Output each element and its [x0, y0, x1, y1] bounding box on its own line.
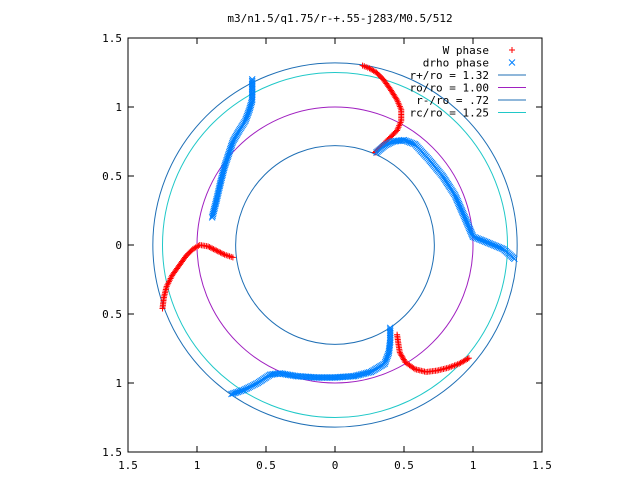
- drho-phase-point: [320, 374, 328, 381]
- x-tick-label: 0: [332, 459, 339, 472]
- w-phase-point: [210, 246, 217, 253]
- drho-phase-point: [321, 374, 329, 381]
- chart-title: m3/n1.5/q1.75/r-+.55-j283/M0.5/512: [227, 12, 452, 25]
- legend-entry-label: r+/ro = 1.32: [410, 69, 489, 82]
- x-tick-label: 1: [470, 459, 477, 472]
- w-phase-point: [457, 359, 464, 366]
- drho-phase-point: [248, 77, 256, 85]
- drho-phase-point: [248, 79, 256, 86]
- drho-phase-point: [248, 85, 256, 93]
- drho-phase-point: [328, 374, 336, 381]
- drho-phase-point: [248, 83, 256, 91]
- w-phase-point: [213, 247, 220, 254]
- drho-phase-point: [386, 324, 394, 332]
- drho-phase-point: [209, 212, 216, 220]
- w-phase-point: [209, 245, 216, 252]
- w-phase-point: [218, 250, 225, 257]
- w-phase-point: [217, 249, 224, 256]
- drho-phase-point: [315, 374, 323, 381]
- drho-phase-point: [248, 87, 256, 94]
- w-phase-point: [229, 254, 236, 261]
- drho-phase-point: [313, 374, 321, 381]
- drho-phase-point: [317, 374, 324, 381]
- legend-entry-label: drho phase: [423, 57, 489, 70]
- x-tick-label: 0.5: [256, 459, 276, 472]
- y-tick-label: 1: [115, 377, 122, 390]
- w-phase-point: [394, 331, 401, 338]
- w-phase-point: [216, 248, 223, 255]
- w-phase-point: [220, 250, 227, 257]
- drho-phase-point: [248, 91, 256, 99]
- circle-series: [152, 62, 518, 428]
- drho-phase-point: [248, 90, 256, 98]
- legend-entry-label: W phase: [443, 44, 489, 57]
- w-phase-point: [214, 248, 221, 255]
- y-tick-label: 0.5: [102, 170, 122, 183]
- drho-phase-point: [325, 374, 332, 381]
- legend-swatch: [509, 47, 515, 53]
- y-tick-label: 1: [115, 101, 122, 114]
- drho-phase-point: [248, 76, 256, 83]
- legend-entry-label: r-/ro = .72: [416, 94, 489, 107]
- y-tick-label: 0: [115, 239, 122, 252]
- y-tick-label: 0.5: [102, 308, 122, 321]
- drho-phase-point: [326, 374, 334, 381]
- x-tick-label: 1.5: [532, 459, 552, 472]
- circle-series: [235, 145, 435, 345]
- drho-phase-point: [312, 374, 320, 381]
- drho-phase-point: [511, 255, 518, 263]
- x-tick-label: 1.5: [118, 459, 138, 472]
- drho-phase-point: [248, 88, 256, 96]
- w-phase-point: [206, 244, 213, 251]
- drho-phase-point: [323, 374, 331, 381]
- y-tick-label: 1.5: [102, 32, 122, 45]
- circle-series: [196, 106, 474, 384]
- drho-phase-point: [318, 374, 326, 381]
- y-tick-label: 1.5: [102, 446, 122, 459]
- w-phase-point: [207, 244, 214, 251]
- x-tick-label: 0.5: [394, 459, 414, 472]
- drho-phase-point: [248, 82, 256, 90]
- x-tick-label: 1: [194, 459, 201, 472]
- legend-entry-label: rc/ro = 1.25: [410, 107, 489, 120]
- w-phase-point: [397, 351, 404, 358]
- drho-phase-point: [208, 214, 216, 221]
- drho-phase-point: [248, 80, 256, 88]
- drho-phase-point: [386, 326, 394, 333]
- circle-series: [162, 72, 508, 418]
- legend-swatch: [508, 59, 516, 66]
- legend-entry-label: ro/ro = 1.00: [410, 82, 489, 95]
- w-phase-point: [205, 243, 212, 250]
- w-phase-point: [211, 246, 218, 253]
